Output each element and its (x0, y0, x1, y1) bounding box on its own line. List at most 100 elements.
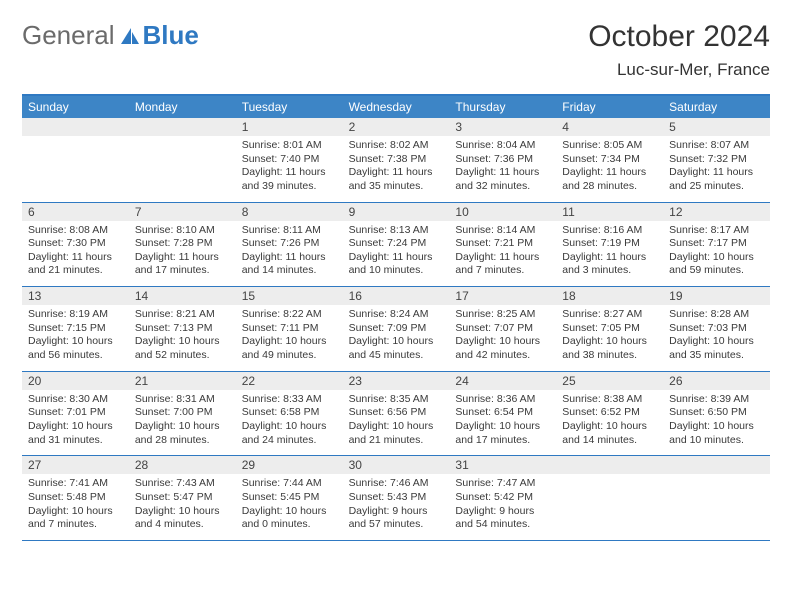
day-number: 23 (343, 372, 450, 390)
sunrise-text: Sunrise: 8:24 AM (349, 308, 444, 322)
daylight-text: Daylight: 11 hours and 3 minutes. (562, 251, 657, 278)
calendar-cell: 25Sunrise: 8:38 AMSunset: 6:52 PMDayligh… (556, 372, 663, 456)
day-number: 3 (449, 118, 556, 136)
calendar-row: 1Sunrise: 8:01 AMSunset: 7:40 PMDaylight… (22, 118, 770, 203)
sunrise-text: Sunrise: 8:05 AM (562, 139, 657, 153)
calendar-body: 1Sunrise: 8:01 AMSunset: 7:40 PMDaylight… (22, 118, 770, 541)
sunrise-text: Sunrise: 8:35 AM (349, 393, 444, 407)
daylight-text: Daylight: 10 hours and 42 minutes. (455, 335, 550, 362)
title-block: October 2024 Luc-sur-Mer, France (588, 20, 770, 80)
day-number: 8 (236, 203, 343, 221)
day-number: 16 (343, 287, 450, 305)
day-number-empty (556, 456, 663, 474)
calendar-cell: 8Sunrise: 8:11 AMSunset: 7:26 PMDaylight… (236, 203, 343, 287)
brand-part1: General (22, 20, 115, 51)
calendar-cell: 19Sunrise: 8:28 AMSunset: 7:03 PMDayligh… (663, 287, 770, 371)
calendar-cell: 15Sunrise: 8:22 AMSunset: 7:11 PMDayligh… (236, 287, 343, 371)
sunset-text: Sunset: 7:32 PM (669, 153, 764, 167)
sunrise-text: Sunrise: 7:44 AM (242, 477, 337, 491)
day-number-empty (663, 456, 770, 474)
sunset-text: Sunset: 7:17 PM (669, 237, 764, 251)
sunset-text: Sunset: 6:58 PM (242, 406, 337, 420)
calendar-row: 13Sunrise: 8:19 AMSunset: 7:15 PMDayligh… (22, 287, 770, 372)
daylight-text: Daylight: 10 hours and 52 minutes. (135, 335, 230, 362)
calendar: SundayMondayTuesdayWednesdayThursdayFrid… (22, 94, 770, 541)
calendar-cell: 20Sunrise: 8:30 AMSunset: 7:01 PMDayligh… (22, 372, 129, 456)
brand-logo: General Blue (22, 20, 199, 51)
daylight-text: Daylight: 10 hours and 17 minutes. (455, 420, 550, 447)
calendar-cell: 2Sunrise: 8:02 AMSunset: 7:38 PMDaylight… (343, 118, 450, 202)
sunrise-text: Sunrise: 8:17 AM (669, 224, 764, 238)
month-title: October 2024 (588, 20, 770, 54)
location: Luc-sur-Mer, France (588, 60, 770, 80)
sunrise-text: Sunrise: 8:27 AM (562, 308, 657, 322)
daylight-text: Daylight: 10 hours and 0 minutes. (242, 505, 337, 532)
daylight-text: Daylight: 11 hours and 14 minutes. (242, 251, 337, 278)
sunrise-text: Sunrise: 8:31 AM (135, 393, 230, 407)
daylight-text: Daylight: 11 hours and 28 minutes. (562, 166, 657, 193)
sunset-text: Sunset: 7:28 PM (135, 237, 230, 251)
calendar-row: 6Sunrise: 8:08 AMSunset: 7:30 PMDaylight… (22, 203, 770, 288)
weekday-label: Thursday (449, 96, 556, 118)
daylight-text: Daylight: 10 hours and 45 minutes. (349, 335, 444, 362)
calendar-cell: 14Sunrise: 8:21 AMSunset: 7:13 PMDayligh… (129, 287, 236, 371)
sunrise-text: Sunrise: 8:21 AM (135, 308, 230, 322)
day-number: 25 (556, 372, 663, 390)
calendar-cell: 12Sunrise: 8:17 AMSunset: 7:17 PMDayligh… (663, 203, 770, 287)
sunset-text: Sunset: 7:36 PM (455, 153, 550, 167)
weekday-header: SundayMondayTuesdayWednesdayThursdayFrid… (22, 96, 770, 118)
calendar-cell (129, 118, 236, 202)
sunrise-text: Sunrise: 8:33 AM (242, 393, 337, 407)
sunrise-text: Sunrise: 8:28 AM (669, 308, 764, 322)
daylight-text: Daylight: 11 hours and 17 minutes. (135, 251, 230, 278)
calendar-cell: 31Sunrise: 7:47 AMSunset: 5:42 PMDayligh… (449, 456, 556, 540)
calendar-cell: 22Sunrise: 8:33 AMSunset: 6:58 PMDayligh… (236, 372, 343, 456)
sunrise-text: Sunrise: 8:02 AM (349, 139, 444, 153)
day-number: 24 (449, 372, 556, 390)
sunrise-text: Sunrise: 8:07 AM (669, 139, 764, 153)
sunset-text: Sunset: 7:26 PM (242, 237, 337, 251)
day-number: 17 (449, 287, 556, 305)
day-number: 6 (22, 203, 129, 221)
sunset-text: Sunset: 7:09 PM (349, 322, 444, 336)
sunset-text: Sunset: 7:05 PM (562, 322, 657, 336)
daylight-text: Daylight: 11 hours and 25 minutes. (669, 166, 764, 193)
calendar-cell (22, 118, 129, 202)
daylight-text: Daylight: 10 hours and 35 minutes. (669, 335, 764, 362)
calendar-cell: 7Sunrise: 8:10 AMSunset: 7:28 PMDaylight… (129, 203, 236, 287)
calendar-cell: 5 Sunrise: 8:07 AMSunset: 7:32 PMDaylight… (663, 118, 770, 202)
day-number: 11 (556, 203, 663, 221)
day-number: 29 (236, 456, 343, 474)
sunset-text: Sunset: 7:40 PM (242, 153, 337, 167)
day-number: 27 (22, 456, 129, 474)
sunrise-text: Sunrise: 8:04 AM (455, 139, 550, 153)
day-number: 18 (556, 287, 663, 305)
calendar-page: General Blue October 2024 Luc-sur-Mer, F… (0, 0, 792, 561)
daylight-text: Daylight: 10 hours and 56 minutes. (28, 335, 123, 362)
sunrise-text: Sunrise: 8:19 AM (28, 308, 123, 322)
sunset-text: Sunset: 7:19 PM (562, 237, 657, 251)
day-number: 22 (236, 372, 343, 390)
calendar-cell: 29 Sunrise: 7:44 AMSunset: 5:45 PMDayligh… (236, 456, 343, 540)
sunrise-text: Sunrise: 8:01 AM (242, 139, 337, 153)
daylight-text: Daylight: 11 hours and 39 minutes. (242, 166, 337, 193)
calendar-cell: 18Sunrise: 8:27 AMSunset: 7:05 PMDayligh… (556, 287, 663, 371)
calendar-cell: 27Sunrise: 7:41 AMSunset: 5:48 PMDayligh… (22, 456, 129, 540)
daylight-text: Daylight: 10 hours and 31 minutes. (28, 420, 123, 447)
calendar-cell: 30Sunrise: 7:46 AMSunset: 5:43 PMDayligh… (343, 456, 450, 540)
sunrise-text: Sunrise: 8:10 AM (135, 224, 230, 238)
day-number: 21 (129, 372, 236, 390)
calendar-cell: 16 Sunrise: 8:24 AMSunset: 7:09 PMDayligh… (343, 287, 450, 371)
daylight-text: Daylight: 11 hours and 7 minutes. (455, 251, 550, 278)
day-number: 31 (449, 456, 556, 474)
sunset-text: Sunset: 7:15 PM (28, 322, 123, 336)
weekday-label: Monday (129, 96, 236, 118)
day-number: 30 (343, 456, 450, 474)
calendar-cell: 9Sunrise: 8:13 AMSunset: 7:24 PMDaylight… (343, 203, 450, 287)
day-number: 5 (663, 118, 770, 136)
sunrise-text: Sunrise: 8:30 AM (28, 393, 123, 407)
sunset-text: Sunset: 5:45 PM (242, 491, 337, 505)
sunrise-text: Sunrise: 8:36 AM (455, 393, 550, 407)
calendar-cell: 6Sunrise: 8:08 AMSunset: 7:30 PMDaylight… (22, 203, 129, 287)
daylight-text: Daylight: 10 hours and 14 minutes. (562, 420, 657, 447)
